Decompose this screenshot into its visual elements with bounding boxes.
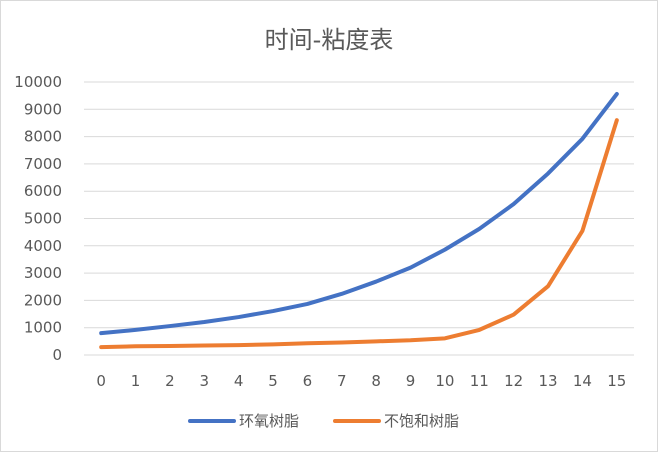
x-tick-label: 14 [573,372,592,390]
series-line-1 [99,118,619,350]
y-tick-label: 7000 [24,155,62,173]
legend-label-1: 不饱和树脂 [384,412,459,430]
y-tick-label: 5000 [24,210,62,228]
gridlines [84,81,634,329]
x-tick-label: 1 [131,372,141,390]
y-tick-label: 4000 [24,237,62,255]
y-tick-label: 8000 [24,128,62,146]
x-tick-label: 15 [607,372,626,390]
x-tick-label: 11 [470,372,489,390]
x-tick-label: 12 [504,372,523,390]
y-tick-label: 10000 [14,73,62,91]
x-tick-label: 7 [337,372,347,390]
y-tick-label: 3000 [24,264,62,282]
x-tick-label: 6 [303,372,313,390]
x-tick-label: 5 [268,372,278,390]
x-tick-label: 8 [371,372,381,390]
series-line-0 [99,92,619,336]
legend-label-0: 环氧树脂 [239,412,299,430]
x-tick-label: 2 [165,372,175,390]
x-tick-label: 3 [200,372,210,390]
y-tick-label: 0 [52,346,62,364]
x-tick-label: 0 [96,372,106,390]
x-tick-label: 13 [539,372,558,390]
y-tick-label: 2000 [24,291,62,309]
y-tick-label: 9000 [24,100,62,118]
x-tick-label: 9 [406,372,416,390]
y-tick-label: 6000 [24,182,62,200]
x-tick-label: 4 [234,372,244,390]
y-tick-label: 1000 [24,319,62,337]
axes: 0100020003000400050006000700080009000100… [14,73,634,390]
chart-title: 时间-粘度表 [265,26,394,54]
legend: 环氧树脂 不饱和树脂 [188,412,459,430]
series-lines [99,92,619,350]
x-tick-label: 10 [435,372,454,390]
